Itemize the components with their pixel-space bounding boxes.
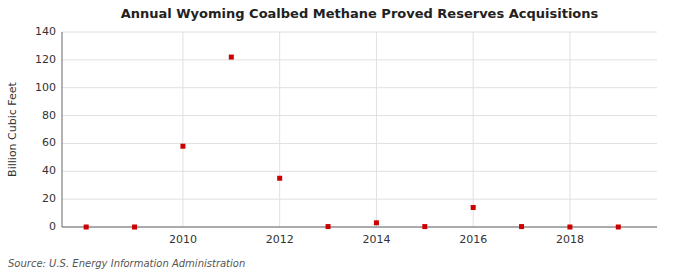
grid [62, 32, 657, 227]
point [616, 225, 621, 230]
x-tick-label: 2010 [169, 233, 197, 246]
y-tick-label: 40 [42, 164, 56, 177]
point [229, 55, 234, 60]
y-grid-line [62, 87, 657, 88]
y-grid-line [62, 199, 657, 200]
point [422, 224, 427, 229]
point [180, 144, 185, 149]
point [326, 224, 331, 229]
title: Annual Wyoming Coalbed Methane Proved Re… [121, 6, 599, 21]
point [471, 205, 476, 210]
point [519, 224, 524, 229]
y-grid-line [62, 59, 657, 60]
x-tick-label: 2012 [266, 233, 294, 246]
x-grid-line [473, 32, 474, 227]
point [132, 225, 137, 230]
y-tick-label: 120 [35, 53, 56, 66]
chart: 0 20 40 60 80 100 120 140 2010 2012 2014 2016 2018 An… [0, 0, 675, 275]
x-grid-line [279, 32, 280, 227]
point [567, 225, 572, 230]
points [84, 55, 621, 230]
y-grid-line [62, 32, 657, 33]
x-tick-label: 2014 [362, 233, 390, 246]
x-grid-line [182, 32, 183, 227]
point [277, 176, 282, 181]
point [374, 220, 379, 225]
x-grid-line [569, 32, 570, 227]
y-axis-label: Billion Cubic Feet [6, 81, 19, 176]
x-tick-label: 2016 [459, 233, 487, 246]
y-axis-line [62, 32, 63, 227]
y-tick-label: 80 [42, 109, 56, 122]
y-tick-label: 140 [35, 25, 56, 38]
point [84, 225, 89, 230]
y-tick-label: 20 [42, 192, 56, 205]
source-note: Source: U.S. Energy Information Administ… [8, 258, 245, 269]
y-grid-line [62, 171, 657, 172]
x-tick-label: 2018 [556, 233, 584, 246]
y-tick-label: 100 [35, 81, 56, 94]
y-tick-label: 0 [49, 220, 56, 233]
y-grid-line [62, 115, 657, 116]
y-grid-line [62, 143, 657, 144]
y-tick-label: 60 [42, 136, 56, 149]
x-grid-line [376, 32, 377, 227]
